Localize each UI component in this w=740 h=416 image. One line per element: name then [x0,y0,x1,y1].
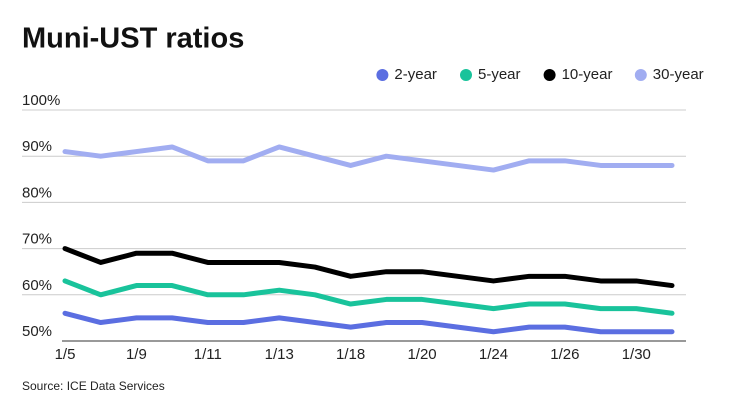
y-tick-label: 70% [22,231,52,248]
y-tick-label: 60% [22,277,52,294]
y-tick-label: 50% [22,323,52,340]
y-tick-label: 100% [22,92,60,109]
series-line [62,310,675,335]
legend-label: 10-year [562,66,613,83]
x-tick-label: 1/30 [622,346,651,363]
legend-label: 5-year [478,66,521,83]
source: Source: ICE Data Services [22,379,165,393]
x-tick-label: 1/18 [336,346,365,363]
x-tick-label: 1/11 [194,346,222,363]
legend-label: 30-year [653,66,704,83]
y-tick-label: 90% [22,138,52,155]
legend-marker [634,69,647,81]
x-tick-label: 1/9 [126,346,147,363]
legend-label: 2-year [394,66,437,83]
x-tick-label: 1/5 [55,346,76,363]
legend-marker [543,69,556,81]
legend-marker [460,69,472,81]
x-tick-label: 1/20 [407,346,436,363]
x-tick-label: 1/13 [265,346,294,363]
series-line [62,246,675,289]
series-line [62,144,675,173]
y-tick-label: 80% [22,184,52,201]
series-line [62,278,675,316]
x-tick-label: 1/24 [479,346,508,363]
legend-marker [376,69,389,81]
x-tick-label: 1/26 [550,346,579,363]
chart-title: Muni-UST ratios [22,23,244,55]
